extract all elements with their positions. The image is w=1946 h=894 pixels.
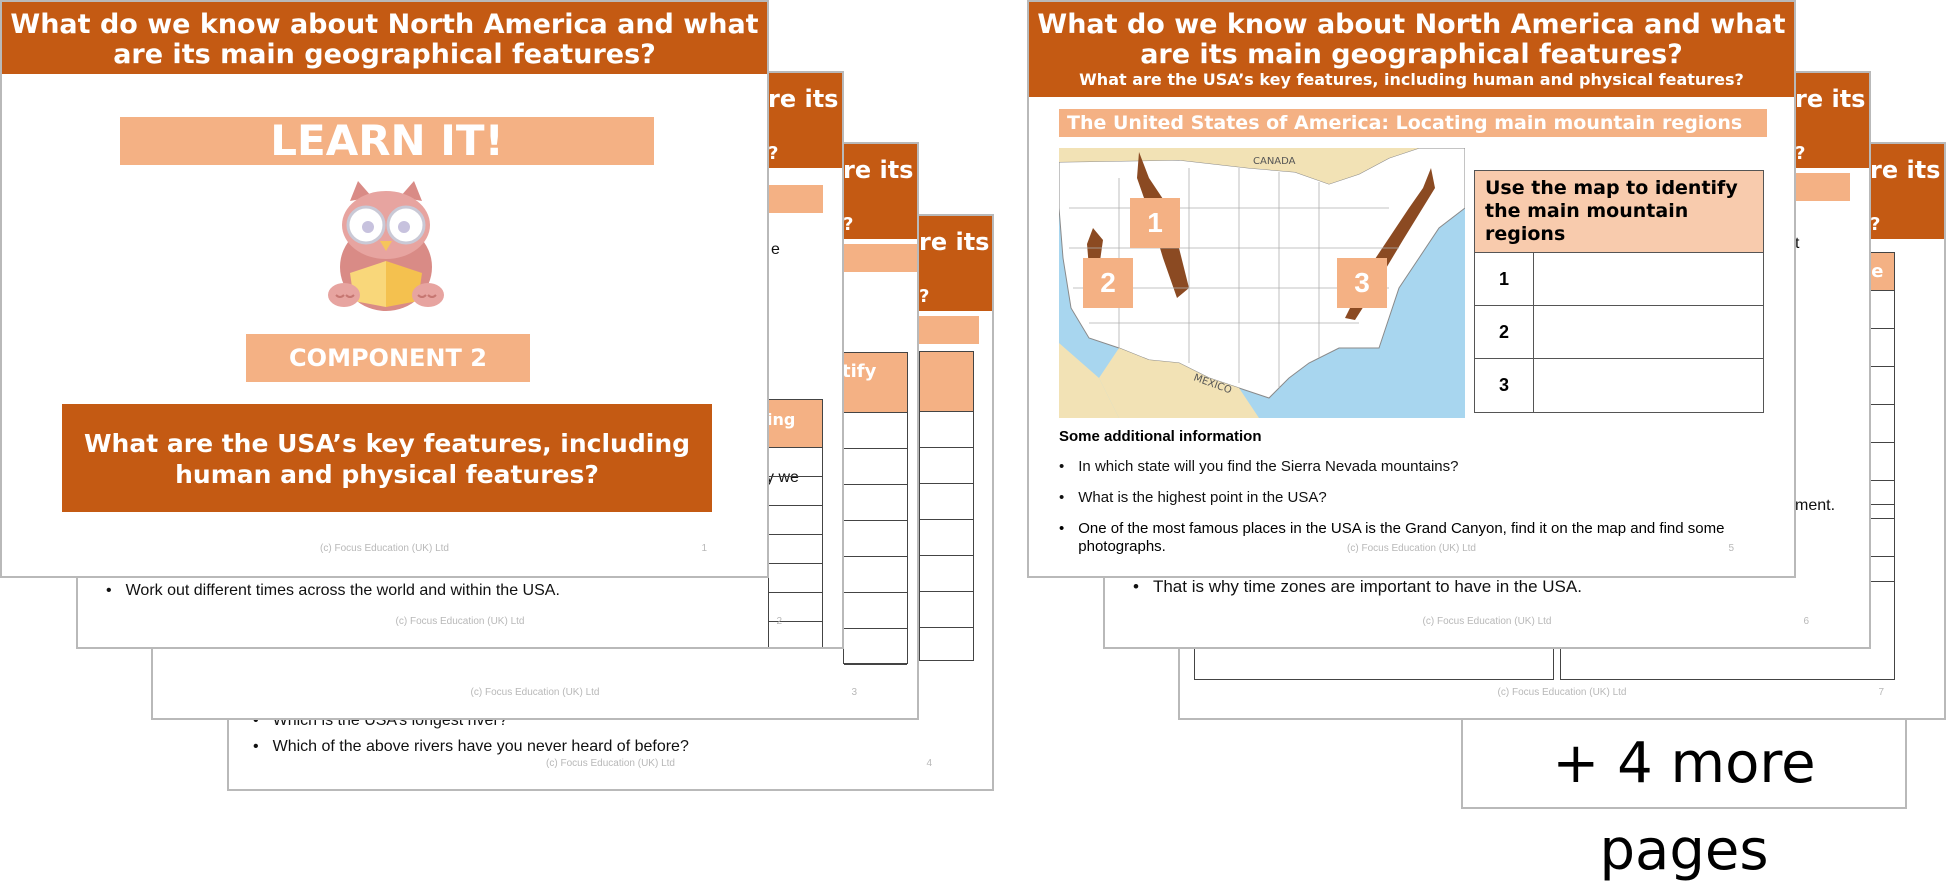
text-fragment: e xyxy=(771,241,780,258)
slide-title-fragment: re its xyxy=(919,228,990,256)
info-bullet: • One of the most famous places in the US… xyxy=(1059,520,1725,555)
more-pages-label: + 4 more pages xyxy=(1461,718,1907,883)
slide-1-title: What do we know about North America and … xyxy=(0,0,769,578)
slide-title: What do we know about North America and … xyxy=(10,9,759,70)
map-marker-3: 3 xyxy=(1337,258,1387,308)
slide-5-map: What do we know about North America and … xyxy=(1027,0,1796,578)
slide-title-fragment: re its xyxy=(843,156,914,184)
slide-heading: The United States of America: Locating m… xyxy=(1059,109,1767,137)
map-marker-1: 1 xyxy=(1130,198,1180,248)
slide-subtitle: What are the USA’s key features, includi… xyxy=(1079,70,1744,89)
table-row: 3 xyxy=(1475,359,1763,412)
answer-table: tify xyxy=(842,352,908,665)
slide-title-bar: What do we know about North America and … xyxy=(1029,2,1794,97)
info-bullet: • What is the highest point in the USA? xyxy=(1059,489,1327,506)
slide-title: What do we know about North America and … xyxy=(1037,9,1786,70)
slide-footer: (c) Focus Education (UK) Ltd xyxy=(1422,616,1552,627)
slide-title-fragment: re its xyxy=(768,85,839,113)
page-number: 5 xyxy=(1728,543,1734,554)
page-number: 4 xyxy=(926,758,932,769)
owl-reading-book-icon xyxy=(320,177,452,317)
row-number: 3 xyxy=(1475,359,1534,412)
bullet: • Which of the above rivers have you neve… xyxy=(253,738,689,755)
mountain-regions-table: Use the map to identify the main mountai… xyxy=(1474,170,1764,413)
info-heading: Some additional information xyxy=(1059,428,1262,445)
bullet: • That is why time zones are important to… xyxy=(1133,577,1582,596)
slide-footer: (c) Focus Education (UK) Ltd xyxy=(470,687,600,698)
slide-subtitle-fragment: ? xyxy=(919,286,930,307)
answer-cell[interactable] xyxy=(1534,359,1763,412)
answer-cell[interactable] xyxy=(1534,253,1763,305)
slide-footer: (c) Focus Education (UK) Ltd xyxy=(320,543,449,554)
info-bullet: • In which state will you find the Sierra… xyxy=(1059,458,1459,475)
bullet: • Work out different times across the wor… xyxy=(106,582,560,599)
page-number: 6 xyxy=(1803,616,1809,627)
learn-it-banner: LEARN IT! xyxy=(120,117,654,165)
page-number: 2 xyxy=(776,616,782,627)
slide-subtitle-fragment: ? xyxy=(1795,143,1806,164)
text-fragment: y we xyxy=(766,469,799,486)
map-label-canada: CANADA xyxy=(1253,156,1296,167)
slide-heading-bar xyxy=(843,244,917,272)
slide-subtitle-fragment: ? xyxy=(843,214,854,235)
table-header-fragment: ing xyxy=(767,410,796,429)
map-marker-2: 2 xyxy=(1083,258,1133,308)
slide-footer: (c) Focus Education (UK) Ltd xyxy=(1347,543,1476,554)
page-number: 7 xyxy=(1878,687,1884,698)
page-number: 1 xyxy=(701,543,707,554)
component-banner: COMPONENT 2 xyxy=(246,334,530,382)
text-fragment: t xyxy=(1795,235,1800,252)
slide-title-bar: What do we know about North America and … xyxy=(2,2,767,74)
page-number: 3 xyxy=(851,687,857,698)
row-number: 1 xyxy=(1475,253,1534,305)
slide-subtitle-fragment: ? xyxy=(1870,214,1881,235)
usa-map: CANADA MEXICO xyxy=(1059,148,1465,418)
slide-footer: (c) Focus Education (UK) Ltd xyxy=(1497,687,1627,698)
table-header: Use the map to identify the main mountai… xyxy=(1475,171,1763,253)
slide-title-fragment: re its xyxy=(1795,85,1866,113)
text-fragment: ment. xyxy=(1795,497,1836,514)
slide-subtitle-fragment: ? xyxy=(768,143,779,164)
table-row: 2 xyxy=(1475,306,1763,359)
slide-footer: (c) Focus Education (UK) Ltd xyxy=(546,758,675,769)
slide-heading-bar xyxy=(919,316,979,344)
table-header-fragment: tify xyxy=(842,361,877,382)
row-number: 2 xyxy=(1475,306,1534,358)
key-question: What are the USA’s key features, includi… xyxy=(62,404,712,512)
slide-title-fragment: re its xyxy=(1870,156,1941,184)
answer-cell[interactable] xyxy=(1534,306,1763,358)
slide-footer: (c) Focus Education (UK) Ltd xyxy=(395,616,525,627)
answer-table xyxy=(919,351,974,661)
table-row: 1 xyxy=(1475,253,1763,306)
answer-table: ing xyxy=(767,399,823,647)
